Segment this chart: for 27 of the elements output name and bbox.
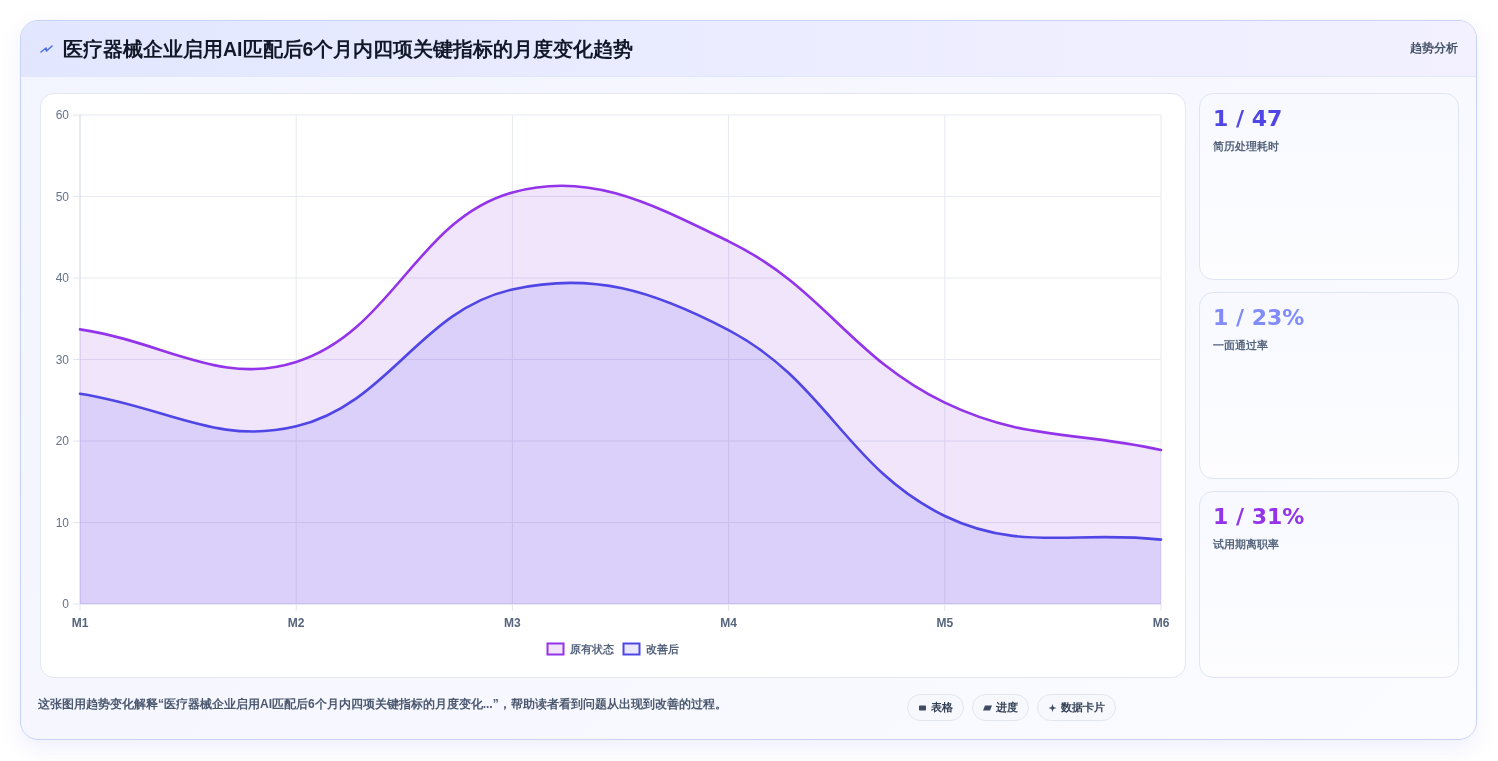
y-tick-label: 60: [55, 108, 70, 122]
x-tick-label: M2: [287, 616, 305, 630]
legend-label: 改善后: [645, 643, 679, 655]
text: 进度: [996, 700, 1018, 715]
x-tick-label: M3: [504, 616, 522, 630]
x-tick-label: M6: [1152, 616, 1170, 630]
y-tick-label: 30: [55, 352, 70, 367]
y-tick-label: 10: [55, 515, 70, 530]
text: 1 / 23%: [1213, 304, 1305, 332]
text: 表格: [931, 700, 953, 715]
x-tick-label: M4: [720, 616, 738, 630]
text: 趋势分析: [1410, 40, 1458, 56]
legend-label: 原有状态: [568, 643, 615, 655]
text: 简历处理耗时: [1213, 139, 1279, 154]
y-tick-label: 20: [55, 434, 70, 448]
chart-title: 医疗器械企业启用AI匹配后6个月内四项关键指标的月度变化趋势: [63, 37, 634, 62]
text: 这张图用趋势变化解释“医疗器械企业启用AI匹配后6个月内四项关键指标的月度变化...”，帮助读者看到问题从出现到改善的过程。: [38, 696, 727, 712]
y-tick-label: 50: [55, 189, 70, 204]
y-tick-label: 40: [55, 271, 70, 285]
text: 1 / 31%: [1213, 503, 1305, 531]
text: 试用期离职率: [1213, 537, 1279, 552]
y-tick-label: 0: [62, 597, 70, 611]
text: 数据卡片: [1061, 700, 1105, 715]
x-tick-label: M1: [71, 616, 89, 630]
text: 一面通过率: [1213, 338, 1268, 353]
text: 1 / 47: [1213, 105, 1283, 133]
x-tick-label: M5: [936, 616, 954, 630]
